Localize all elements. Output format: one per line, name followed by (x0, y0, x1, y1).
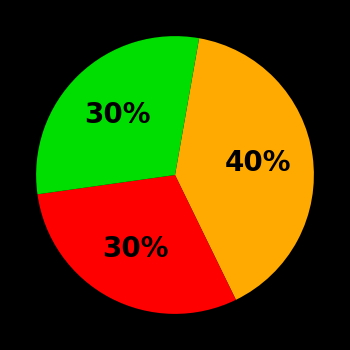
Wedge shape (175, 38, 314, 300)
Text: 30%: 30% (84, 101, 150, 129)
Text: 30%: 30% (103, 234, 169, 262)
Wedge shape (36, 36, 199, 194)
Wedge shape (37, 175, 236, 314)
Text: 40%: 40% (224, 149, 291, 177)
